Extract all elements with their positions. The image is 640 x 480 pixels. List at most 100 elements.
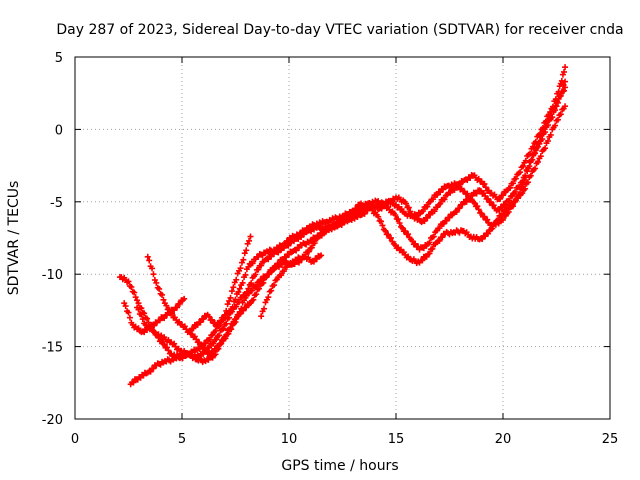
- track-a-point: [429, 245, 436, 252]
- track-d-point: [527, 150, 534, 157]
- track-f-point: [213, 323, 220, 330]
- track-c-point: [446, 214, 453, 221]
- track-a-point: [544, 137, 551, 144]
- track-a-point: [375, 213, 382, 220]
- track-c-point: [512, 188, 519, 195]
- track-b-point: [500, 216, 506, 223]
- track-d-point: [421, 218, 428, 225]
- track-c-point: [539, 136, 546, 143]
- track-b-point: [471, 200, 478, 207]
- track-g-point: [261, 305, 268, 312]
- track-e-point: [166, 310, 173, 317]
- track-d-point: [517, 169, 524, 176]
- track-f-point: [200, 316, 207, 323]
- track-c-point: [526, 163, 533, 170]
- track-f-point: [246, 237, 253, 244]
- track-d-point: [519, 163, 526, 170]
- track-d-point: [424, 214, 431, 221]
- track-d-point: [549, 103, 556, 110]
- track-g-point: [271, 282, 278, 289]
- track-a-point: [132, 294, 139, 301]
- track-d-point: [552, 96, 559, 103]
- track-f-point: [208, 316, 215, 323]
- track-a-point: [382, 227, 389, 234]
- track-b-point: [210, 340, 217, 347]
- track-d-point: [150, 271, 157, 278]
- track-c-point: [522, 172, 529, 179]
- track-d-point: [537, 130, 544, 137]
- track-d-point: [522, 157, 529, 164]
- track-d-point: [163, 302, 170, 309]
- track-c-point: [519, 178, 526, 185]
- track-c-point: [282, 241, 289, 248]
- track-g-point: [281, 268, 288, 275]
- track-a-point: [534, 158, 541, 165]
- track-c-point: [502, 201, 509, 208]
- track-f-point: [228, 288, 235, 295]
- track-c-point: [426, 239, 433, 246]
- track-b-point: [512, 197, 519, 204]
- track-a-point: [532, 165, 539, 172]
- track-d-point: [532, 138, 539, 145]
- track-a-point: [439, 234, 446, 241]
- track-d-point: [560, 68, 567, 75]
- y-tick-label: 5: [55, 51, 63, 66]
- track-c-point: [235, 289, 242, 296]
- data-points: [116, 64, 569, 388]
- track-c-point: [242, 271, 249, 278]
- track-a-point: [125, 278, 132, 285]
- track-f-point: [230, 284, 237, 291]
- track-b-point: [305, 248, 312, 255]
- track-d-point: [454, 184, 461, 191]
- track-a-point: [248, 280, 255, 287]
- track-e-point: [125, 309, 132, 316]
- track-d-point: [276, 260, 283, 267]
- track-d-point: [213, 346, 220, 353]
- track-c-point: [285, 238, 292, 245]
- track-c-point: [544, 122, 551, 129]
- track-g-point: [258, 313, 265, 320]
- track-f-point: [247, 233, 254, 240]
- track-b-point: [130, 379, 137, 386]
- track-a-point: [542, 145, 549, 152]
- x-tick-label: 15: [388, 432, 405, 447]
- track-a-point: [485, 230, 492, 237]
- track-d-point: [227, 325, 234, 332]
- track-a-point: [419, 257, 426, 264]
- track-d-point: [149, 265, 156, 272]
- track-d-point: [497, 195, 504, 202]
- track-d-point: [407, 208, 414, 215]
- track-d-point: [447, 189, 454, 196]
- y-tick-label: -10: [42, 268, 63, 283]
- track-f-point: [221, 311, 228, 318]
- track-c-point: [487, 199, 494, 206]
- x-tick-label: 20: [495, 432, 512, 447]
- track-d-point: [198, 342, 205, 349]
- track-b-point: [150, 365, 157, 372]
- track-d-point: [555, 88, 562, 95]
- track-c-point: [490, 202, 497, 209]
- track-c-point: [552, 107, 559, 114]
- track-c-point: [396, 220, 403, 227]
- track-d-point: [237, 310, 244, 317]
- track-a-point: [524, 179, 531, 186]
- track-d-point: [457, 181, 464, 188]
- track-d-point: [250, 296, 257, 303]
- track-f-point: [206, 313, 213, 320]
- track-d-point: [402, 200, 409, 207]
- track-b-point: [478, 210, 485, 217]
- track-d-point: [160, 296, 167, 303]
- track-d-point: [270, 266, 277, 273]
- track-c-point: [485, 195, 492, 202]
- y-tick-label: -20: [42, 413, 63, 428]
- track-f-point: [223, 307, 230, 314]
- track-c-point: [506, 197, 513, 204]
- track-d-point: [156, 285, 163, 292]
- track-d-point: [159, 291, 166, 298]
- track-a-point: [258, 262, 265, 269]
- track-c-point: [249, 260, 256, 267]
- track-d-point: [313, 235, 320, 242]
- track-c-point: [135, 306, 142, 313]
- track-d-point: [146, 257, 153, 264]
- track-f-point: [217, 318, 224, 325]
